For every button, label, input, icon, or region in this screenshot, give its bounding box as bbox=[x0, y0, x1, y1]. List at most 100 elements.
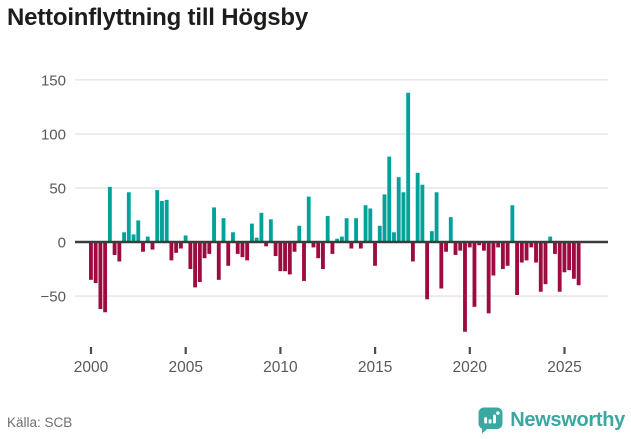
bar bbox=[500, 242, 505, 270]
bar bbox=[463, 242, 467, 332]
bar bbox=[358, 242, 363, 249]
bar bbox=[567, 242, 572, 271]
bar bbox=[169, 242, 174, 261]
bar bbox=[287, 242, 292, 275]
bar bbox=[197, 242, 202, 282]
x-tick-label: 2025 bbox=[547, 359, 581, 376]
bar bbox=[363, 205, 368, 242]
bar bbox=[453, 242, 458, 255]
bar bbox=[429, 231, 434, 242]
bar bbox=[126, 192, 131, 242]
bar bbox=[524, 242, 529, 261]
bar-chart-plot: 150 100 50 0 −50 2000 2005 2010 2015 2020 2025 bbox=[41, 72, 608, 376]
bar bbox=[548, 236, 553, 242]
bar bbox=[406, 92, 411, 242]
bar bbox=[510, 205, 515, 242]
bar bbox=[178, 242, 183, 249]
bar bbox=[89, 242, 93, 280]
bar bbox=[297, 225, 302, 242]
bar bbox=[302, 242, 306, 281]
bar bbox=[136, 220, 141, 242]
bar bbox=[254, 237, 259, 242]
bar bbox=[519, 242, 524, 263]
bar bbox=[505, 242, 510, 266]
bar bbox=[425, 242, 430, 300]
bar bbox=[401, 192, 406, 242]
y-tick-label: 150 bbox=[41, 72, 66, 89]
bar bbox=[112, 242, 117, 255]
bar bbox=[534, 242, 538, 263]
bar bbox=[174, 242, 179, 253]
bar bbox=[420, 184, 425, 242]
bar bbox=[491, 242, 496, 276]
x-tick-label: 2020 bbox=[453, 359, 488, 376]
bar bbox=[344, 218, 349, 242]
bar bbox=[434, 192, 439, 242]
chart-title: Nettoinflyttning till Högsby bbox=[7, 4, 309, 31]
bar bbox=[216, 242, 221, 280]
bar bbox=[529, 242, 534, 248]
bar bbox=[221, 218, 226, 242]
bar bbox=[278, 242, 283, 272]
bar bbox=[160, 200, 164, 242]
bar bbox=[264, 242, 269, 247]
bar bbox=[268, 219, 273, 242]
bar bbox=[444, 242, 448, 252]
newsworthy-logo[interactable]: Newsworthy bbox=[477, 406, 625, 434]
bar bbox=[117, 242, 122, 262]
bar bbox=[396, 177, 401, 242]
bar bbox=[212, 207, 216, 242]
bar bbox=[335, 238, 340, 242]
bar bbox=[382, 194, 387, 242]
x-tick-label: 2000 bbox=[74, 359, 109, 376]
bar bbox=[240, 242, 245, 258]
bar bbox=[316, 242, 321, 259]
newsworthy-bubble-icon bbox=[478, 407, 503, 434]
bar bbox=[306, 196, 311, 242]
y-tick-label: −50 bbox=[41, 289, 66, 306]
bar bbox=[576, 242, 581, 286]
bar bbox=[557, 242, 562, 292]
bar bbox=[387, 156, 392, 242]
bar bbox=[562, 242, 567, 273]
bar bbox=[107, 186, 112, 242]
bar bbox=[486, 242, 491, 314]
bar bbox=[150, 242, 155, 250]
x-tick-label: 2005 bbox=[168, 359, 202, 376]
bar bbox=[458, 242, 463, 251]
bar bbox=[415, 172, 420, 242]
y-tick-label: 50 bbox=[49, 180, 66, 197]
chart-footer: Källa: SCB Newsworthy bbox=[0, 399, 631, 439]
bar bbox=[155, 190, 160, 242]
newsworthy-wordmark: Newsworthy bbox=[510, 408, 625, 431]
bar bbox=[477, 242, 482, 246]
bar bbox=[439, 242, 444, 289]
bar bbox=[496, 242, 501, 248]
bar bbox=[245, 242, 250, 261]
bar bbox=[515, 242, 519, 295]
bar bbox=[467, 242, 472, 248]
bar bbox=[410, 242, 415, 262]
bar bbox=[349, 242, 354, 249]
bar bbox=[131, 234, 136, 242]
bar bbox=[330, 242, 335, 254]
bar bbox=[193, 242, 198, 288]
bar bbox=[259, 212, 264, 242]
bar bbox=[231, 232, 235, 242]
bar bbox=[235, 242, 240, 254]
x-tick-label: 2015 bbox=[358, 359, 392, 376]
bar bbox=[538, 242, 543, 292]
bar bbox=[98, 242, 103, 310]
bar bbox=[283, 242, 287, 272]
bar bbox=[122, 232, 126, 242]
bar bbox=[368, 208, 373, 242]
bar bbox=[321, 242, 325, 270]
y-tick-label: 100 bbox=[41, 126, 66, 143]
bar bbox=[164, 199, 169, 242]
bar bbox=[292, 242, 297, 252]
bar bbox=[571, 242, 576, 279]
bar bbox=[392, 232, 396, 242]
bar bbox=[373, 242, 377, 266]
bar bbox=[103, 242, 108, 313]
